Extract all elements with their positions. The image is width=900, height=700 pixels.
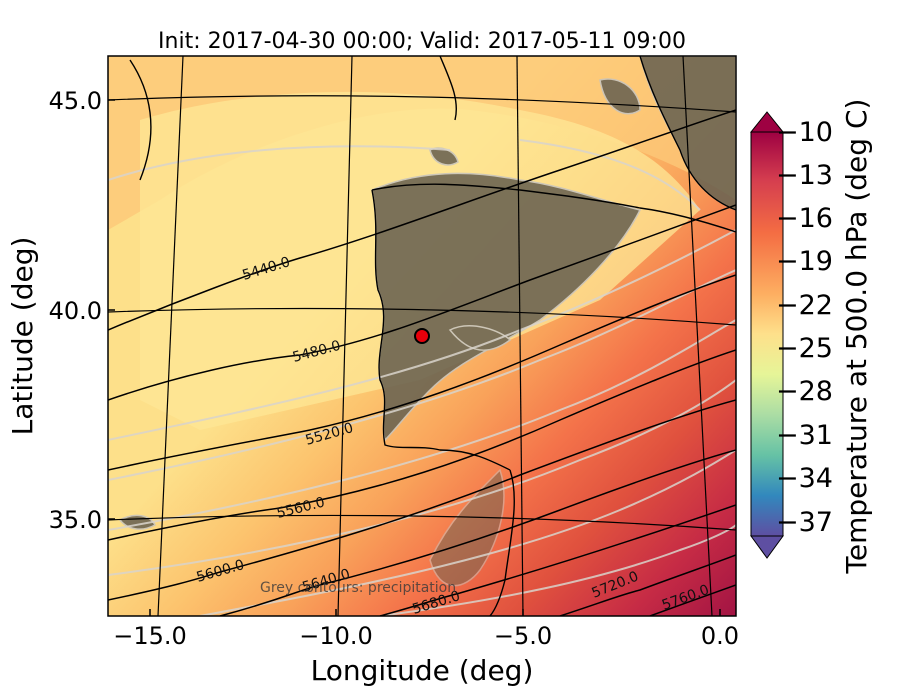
colorbar-tick-label: −31 [776,420,833,451]
colorbar-bottom-arrow [750,535,784,559]
x-tick-label: −10.0 [299,622,373,650]
y-tick-label: 35.0 [49,506,102,534]
y-tick-label: 40.0 [49,297,102,325]
map-plot-area: 5440.0 5480.0 5520.0 5560.0 5600.0 5640.… [108,56,736,616]
y-tick-label: 45.0 [49,87,102,115]
graticule [108,56,736,616]
coastlines [129,56,736,616]
figure-title: Init: 2017-04-30 00:00; Valid: 2017-05-1… [158,29,686,54]
precipitation-annotation: Grey contours: precipitation [260,580,456,596]
colorbar-gradient [750,131,784,537]
height-contours [108,109,736,616]
y-axis: 45.0 40.0 35.0 [49,87,115,534]
x-axis: −15.0 −10.0 −5.0 0.0 [113,609,739,650]
colorbar-tick-label: −34 [776,463,833,494]
colorbar-tick-label: −28 [776,376,833,407]
colorbar-tick-label: −25 [776,333,833,364]
colorbar-label: Temperature at 500.0 hPa (deg C) [840,99,873,575]
x-axis-label: Longitude (deg) [311,654,534,687]
temperature-contours [108,139,736,616]
colorbar-tick-label: −13 [776,160,833,191]
colorbar: −10 −13 −16 −19 −22 −25 −28 −31 −34 −37 … [749,99,873,575]
x-tick-label: −5.0 [494,622,552,650]
y-axis-label: Latitude (deg) [6,237,39,436]
x-tick-label: 0.0 [701,622,739,650]
colorbar-tick-label: −37 [776,507,833,538]
colorbar-tick-label: −22 [776,290,833,321]
x-tick-label: −15.0 [113,622,187,650]
land-precipitation-patches [118,56,736,587]
plot-frame [107,55,737,617]
colorbar-tick-label: −19 [776,246,833,277]
colorbar-tick-label: −10 [776,117,833,148]
colorbar-tick-label: −16 [776,203,833,234]
colorbar-ticks: −10 −13 −16 −19 −22 −25 −28 −31 −34 −37 [776,117,833,538]
location-marker [414,328,430,344]
